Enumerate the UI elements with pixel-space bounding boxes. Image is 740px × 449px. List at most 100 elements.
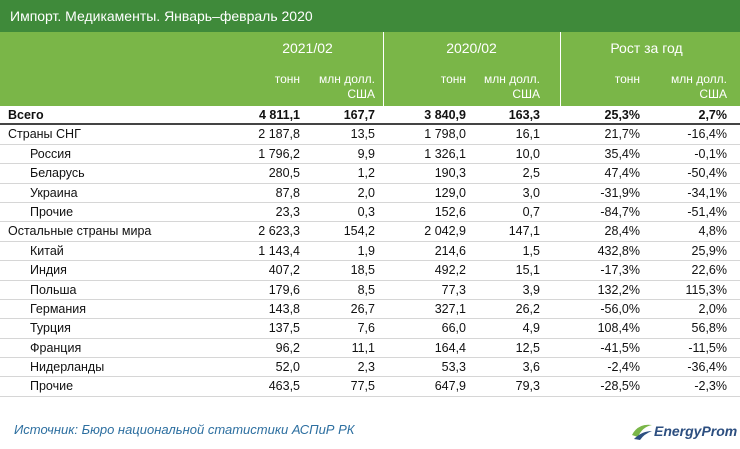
cell-value: -56,0% xyxy=(600,301,640,316)
table-row: Нидерланды 52,0 2,3 53,3 3,6 -2,4% -36,4% xyxy=(0,358,740,378)
cell-value: 21,7% xyxy=(604,127,640,142)
cell-value: 190,3 xyxy=(434,166,466,181)
cell-value: 35,4% xyxy=(604,146,640,161)
cell-value: 327,1 xyxy=(434,301,466,316)
row-label: Всего xyxy=(8,108,44,122)
cell-value: 77,5 xyxy=(350,379,375,394)
cell-value: 129,0 xyxy=(434,185,466,200)
unit-label: млн долл. США xyxy=(484,72,540,101)
table-row: Германия 143,8 26,7 327,1 26,2 -56,0% 2,0% xyxy=(0,300,740,320)
cell-value: 1,9 xyxy=(357,243,375,258)
table-row: Индия 407,2 18,5 492,2 15,1 -17,3% 22,6% xyxy=(0,261,740,281)
table-row: Франция 96,2 11,1 164,4 12,5 -41,5% -11,5% xyxy=(0,339,740,359)
cell-value: 164,4 xyxy=(434,340,466,355)
cell-value: 463,5 xyxy=(268,379,300,394)
cell-value: 15,1 xyxy=(515,263,540,278)
cell-value: 8,5 xyxy=(357,282,375,297)
cell-value: 11,1 xyxy=(351,340,375,355)
cell-value: -84,7% xyxy=(600,204,640,219)
cell-value: 407,2 xyxy=(268,263,300,278)
table-row: Прочие 23,3 0,3 152,6 0,7 -84,7% -51,4% xyxy=(0,203,740,223)
cell-value: 1 326,1 xyxy=(424,146,466,161)
cell-value: 132,2% xyxy=(597,282,640,297)
cell-value: 4 811,1 xyxy=(258,108,300,122)
cell-value: 137,5 xyxy=(268,321,300,336)
cell-value: -11,5% xyxy=(688,340,727,355)
cell-value: 3 840,9 xyxy=(424,108,466,122)
cell-value: 3,6 xyxy=(522,360,540,375)
cell-value: -0,1% xyxy=(694,146,727,161)
table-body: Всего 4 811,1 167,7 3 840,9 163,3 25,3% 2,7% Ст… xyxy=(0,106,740,397)
cell-value: 1 143,4 xyxy=(258,243,300,258)
cell-value: 2,7% xyxy=(698,108,728,122)
cell-value: 152,6 xyxy=(434,204,466,219)
source: Источник: Бюро национальной статистики А… xyxy=(14,422,355,437)
cell-value: 179,6 xyxy=(268,282,300,297)
table-row: Украина 87,8 2,0 129,0 3,0 -31,9% -34,1% xyxy=(0,184,740,203)
table-row: Страны СНГ 2 187,8 13,5 1 798,0 16,1 21,7% -16… xyxy=(0,125,740,145)
cell-value: 77,3 xyxy=(441,282,466,297)
cell-value: 2 623,3 xyxy=(258,224,300,239)
row-label: Польша xyxy=(30,282,77,297)
cell-value: 2 187,8 xyxy=(258,127,300,142)
cell-value: -41,5% xyxy=(600,340,640,355)
cell-value: 647,9 xyxy=(434,379,466,394)
cell-value: 1,5 xyxy=(522,243,540,258)
separator xyxy=(560,32,561,106)
cell-value: 163,3 xyxy=(508,108,540,122)
cell-value: 10,0 xyxy=(515,146,540,161)
cell-value: 12,5 xyxy=(515,340,540,355)
row-label: Прочие xyxy=(30,379,74,394)
cell-value: 3,0 xyxy=(522,185,540,200)
unit-label: млн долл. США xyxy=(671,72,727,101)
cell-value: 2,0% xyxy=(698,301,728,316)
row-label: Нидерланды xyxy=(30,360,105,375)
cell-value: 4,9 xyxy=(522,321,540,336)
cell-value: 0,7 xyxy=(522,204,540,219)
cell-value: 79,3 xyxy=(515,379,540,394)
cell-value: 87,8 xyxy=(275,185,300,200)
cell-value: 432,8% xyxy=(597,243,640,258)
row-label: Россия xyxy=(30,146,71,161)
row-label: Страны СНГ xyxy=(8,127,81,142)
table-row: Прочие 463,5 77,5 647,9 79,3 -28,5% -2,3% xyxy=(0,377,740,397)
cell-value: 0,3 xyxy=(357,204,375,219)
cell-value: -17,3% xyxy=(600,263,640,278)
cell-value: -31,9% xyxy=(600,185,640,200)
table-header: 2021/02 2020/02 Рост за год тонн млн долл. С… xyxy=(0,32,740,106)
row-label: Китай xyxy=(30,243,64,258)
cell-value: 47,4% xyxy=(604,166,640,181)
row-label: Остальные страны мира xyxy=(8,224,152,239)
column-group: Рост за год xyxy=(610,40,683,56)
table-row: Китай 1 143,4 1,9 214,6 1,5 432,8% 25,9% xyxy=(0,242,740,262)
title: Импорт. Медикаменты. Январь–февраль 2020 xyxy=(0,0,740,32)
column-group: 2021/02 xyxy=(282,40,333,56)
column-group: 2020/02 xyxy=(446,40,497,56)
logo-text: EnergyProm xyxy=(654,423,738,439)
cell-value: 1 796,2 xyxy=(258,146,300,161)
table-row: Польша 179,6 8,5 77,3 3,9 132,2% 115,3% xyxy=(0,281,740,300)
cell-value: 167,7 xyxy=(343,108,375,122)
unit-label: млн долл. США xyxy=(319,72,375,101)
cell-value: 56,8% xyxy=(691,321,727,336)
table-row: Остальные страны мира 2 623,3 154,2 2 042,9… xyxy=(0,222,740,242)
cell-value: 280,5 xyxy=(268,166,300,181)
cell-value: 53,3 xyxy=(441,360,466,375)
cell-value: 115,3% xyxy=(685,282,727,297)
row-label: Индия xyxy=(30,263,67,278)
logo: EnergyProm xyxy=(630,420,737,442)
cell-value: 23,3 xyxy=(275,204,300,219)
cell-value: 2,0 xyxy=(357,185,375,200)
cell-value: 26,7 xyxy=(350,301,375,316)
cell-value: 492,2 xyxy=(434,263,466,278)
cell-value: 3,9 xyxy=(522,282,540,297)
unit-label: тонн xyxy=(614,72,640,86)
cell-value: 66,0 xyxy=(441,321,466,336)
cell-value: -16,4% xyxy=(687,127,727,142)
cell-value: 214,6 xyxy=(434,243,466,258)
cell-value: 108,4% xyxy=(597,321,640,336)
table-row: Беларусь 280,5 1,2 190,3 2,5 47,4% -50,4% xyxy=(0,164,740,184)
cell-value: 143,8 xyxy=(268,301,300,316)
cell-value: 22,6% xyxy=(691,263,727,278)
